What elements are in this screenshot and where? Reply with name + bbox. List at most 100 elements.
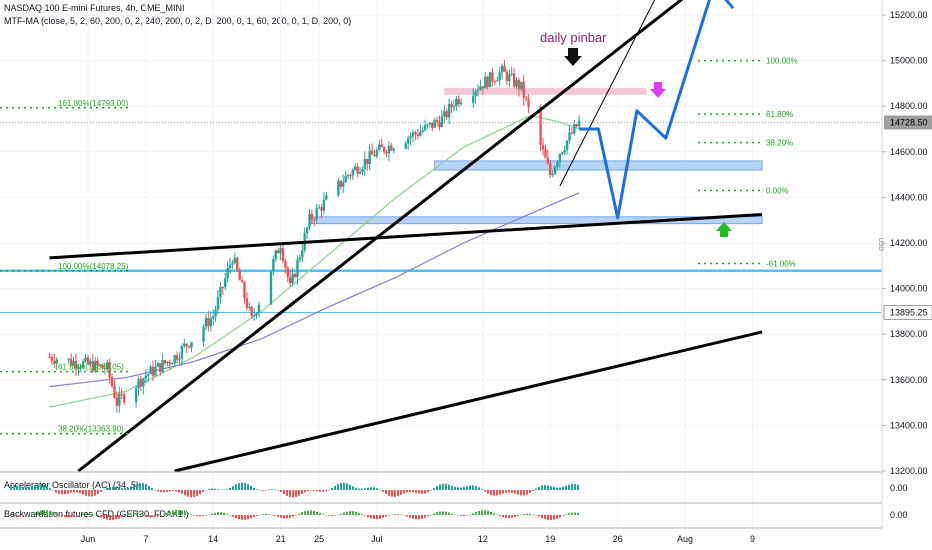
moving-averages-layer [49,114,580,408]
candle-body [459,102,463,105]
candle-body [224,278,227,288]
ac-bar [469,485,471,490]
cfd-bar [496,514,498,516]
trendline-2 [174,330,763,473]
ac-bar [265,490,267,491]
candle-body [50,357,54,361]
fib-left-label: 61.80%(13636.05) [58,363,124,372]
cfd-bar [385,515,387,517]
ac-bar [151,487,153,490]
candle-body [313,219,316,221]
price-tick-label: 13200.00 [890,466,928,476]
candle-body [291,273,294,284]
ac-bar [148,485,150,490]
candle-body [392,148,395,151]
ac-bar [502,490,504,494]
fib-right-label: -61.00% [766,260,796,269]
ac-bar [280,490,282,493]
cfd-bar [295,515,297,516]
candle-body [527,98,530,107]
cfd-bar [319,513,321,515]
cfd-bar [223,512,225,515]
cfd-bar [154,515,156,518]
candle-body [120,393,123,395]
cfd-bar [34,512,36,515]
ac-bar [100,490,102,492]
candle-body [474,91,477,97]
ac-bar [298,490,300,496]
cfd-bar [451,513,453,515]
cfd-bar [559,515,561,518]
cfd-bar [163,514,165,515]
time-tick-label: 19 [545,534,555,544]
fib-left-label: 38.20%(13363.90) [58,425,124,434]
candle-body [500,65,504,73]
ac-bar [292,490,294,498]
ac-bar [154,489,156,491]
fib-labels-layer: 161.80%(14793.00) 100.00%(14078.25) 61.80%… [0,57,798,435]
candle-body [216,297,220,310]
candle-body [433,120,436,128]
candle-body [361,168,364,172]
cfd-bar [148,515,150,517]
cfd-bar [457,515,459,516]
cfd-bar [478,511,480,515]
cfd-bar [100,515,102,518]
candle-body [322,199,326,211]
candle-body [183,343,186,347]
ac-bar [364,488,366,490]
ma-purple-line [49,192,580,388]
candle-body [496,80,499,82]
candle-body [134,388,138,403]
cfd-bar [487,510,489,515]
ac-bar [409,490,411,492]
ac-bar [499,490,501,495]
candle-body [149,366,152,375]
ac-bar [304,490,306,493]
fib-right-label: 38.20% [766,139,793,148]
candle-body [274,250,277,260]
cfd-bar [127,514,129,515]
candle-body [103,368,107,370]
level-badge [883,304,932,320]
ac-bar [301,490,303,494]
ac-bar [496,490,498,496]
candle-body [142,378,145,387]
candle-body [53,360,56,364]
ac-bar [244,482,246,490]
ac-bar [295,490,297,497]
candle-body [122,394,126,403]
ac-bar [25,487,27,490]
candle-body [106,362,109,370]
indicator-legend[interactable]: MTF-MA (close, 5, 2, 60, 200, 0, 2, 240,… [4,16,352,26]
cfd-bar [19,515,21,517]
cfd-bar [490,511,492,515]
candle-body [450,104,453,107]
last-price-badge [884,115,932,130]
cfd-bar [112,515,114,520]
candle-body [72,360,75,365]
cfd-bar [334,515,336,516]
cfd-bar [118,515,120,519]
up-arrow-icon [716,222,732,237]
ac-bar [49,488,51,490]
ac-bar [199,490,201,495]
cfd-bar [346,511,348,515]
ac-bar [433,488,435,490]
ac-bar [373,487,375,490]
candle-body [77,367,80,369]
candle-body [356,166,359,174]
cfd-bar [370,515,372,519]
candle-body [419,131,422,136]
candle-body [207,318,210,327]
ac-bar [334,485,336,490]
cfd-bar [547,515,549,520]
candle-body [512,73,516,87]
ac-bar [181,490,183,494]
price-tick-label: 14400.00 [890,192,928,202]
candle-body [159,363,162,372]
candle-body [541,144,545,150]
cfd-bar [256,515,258,516]
cfd-bar [259,514,261,516]
